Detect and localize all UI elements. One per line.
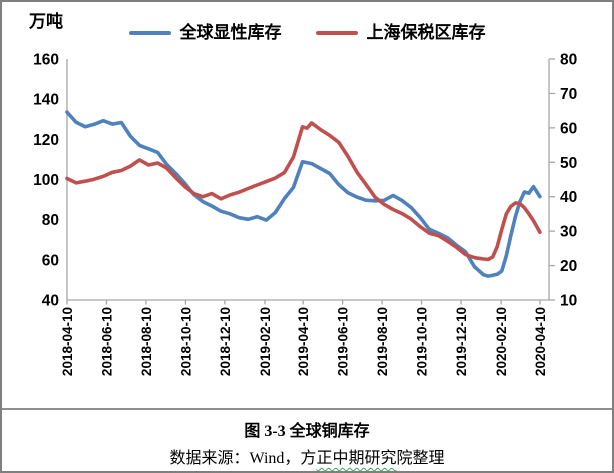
left-axis-tick-label: 100 [33, 172, 59, 189]
source-text: 院整理 [396, 450, 445, 467]
x-axis-date-label: 2019-02-10 [258, 307, 273, 376]
x-axis-date-label: 2018-12-10 [218, 307, 233, 376]
right-axis-tick-label: 60 [560, 120, 577, 137]
x-axis-date-label: 2019-04-10 [296, 307, 311, 376]
figure-title: 图 3-3 全球铜库存 [244, 423, 370, 440]
x-axis-date-label: 2020-02-10 [494, 307, 509, 376]
source-text: 数据来源：Wind，方 [169, 450, 317, 467]
x-axis-date-label: 2020-04-10 [533, 307, 548, 376]
x-axis-date-label: 2019-08-10 [375, 307, 390, 376]
right-axis-tick-label: 80 [560, 52, 577, 69]
x-axis-date-label: 2019-06-10 [336, 307, 351, 376]
left-axis-tick-label: 140 [33, 92, 59, 109]
series-line-shanghai-bonded-inventory [65, 121, 542, 262]
right-axis-tick-label: 40 [560, 189, 577, 206]
left-axis-tick-label: 80 [42, 212, 59, 229]
right-axis-tick-label: 10 [560, 293, 577, 310]
blue-line-swatch-icon [128, 30, 171, 36]
x-axis-date-label: 2018-06-10 [100, 307, 115, 376]
right-axis-tick-label: 20 [560, 258, 577, 275]
line-chart-canvas: 160 140 120 100 80 60 40 80 70 60 50 40 30 20 10 2018-0… [33, 52, 577, 377]
legend-label: 上海保税区库存 [366, 23, 486, 42]
legend-item-shanghai-bonded-inventory: 上海保税区库存 [315, 23, 486, 42]
right-axis-tick-label: 50 [560, 155, 577, 172]
left-axis-tick-label: 120 [33, 132, 59, 149]
series-line-global-visible-inventory [65, 110, 542, 278]
right-axis-tick-label: 70 [560, 86, 577, 103]
copper-inventory-chart: 160 140 120 100 80 60 40 80 70 60 50 40 30 20 10 2018-0… [2, 2, 612, 408]
x-axis-date-label: 2019-10-10 [415, 307, 430, 376]
caption-divider [2, 408, 612, 410]
chart-legend: 全球显性库存 上海保税区库存 [2, 24, 612, 42]
source-text-spellcheck-underline: 正中期研究 [316, 450, 397, 467]
data-source-line: 数据来源：Wind，方正中期研究院整理 [2, 444, 612, 468]
left-axis-tick-label: 40 [42, 293, 59, 310]
left-axis-tick-label: 160 [33, 52, 59, 69]
legend-label: 全球显性库存 [179, 23, 282, 42]
x-axis-date-label: 2018-08-10 [139, 307, 154, 376]
right-axis-tick-label: 30 [560, 224, 577, 241]
x-axis-date-label: 2019-12-10 [454, 307, 469, 376]
left-axis-tick-label: 60 [42, 252, 59, 269]
left-axis-unit-label: 万吨 [29, 12, 63, 31]
red-line-swatch-icon [315, 30, 358, 36]
legend-item-global-visible-inventory: 全球显性库存 [128, 23, 282, 42]
x-axis-date-label: 2018-04-10 [60, 307, 75, 376]
x-axis-date-label: 2018-10-10 [178, 307, 193, 376]
figure-caption: 图 3-3 全球铜库存 数据来源：Wind，方正中期研究院整理 [2, 417, 612, 468]
